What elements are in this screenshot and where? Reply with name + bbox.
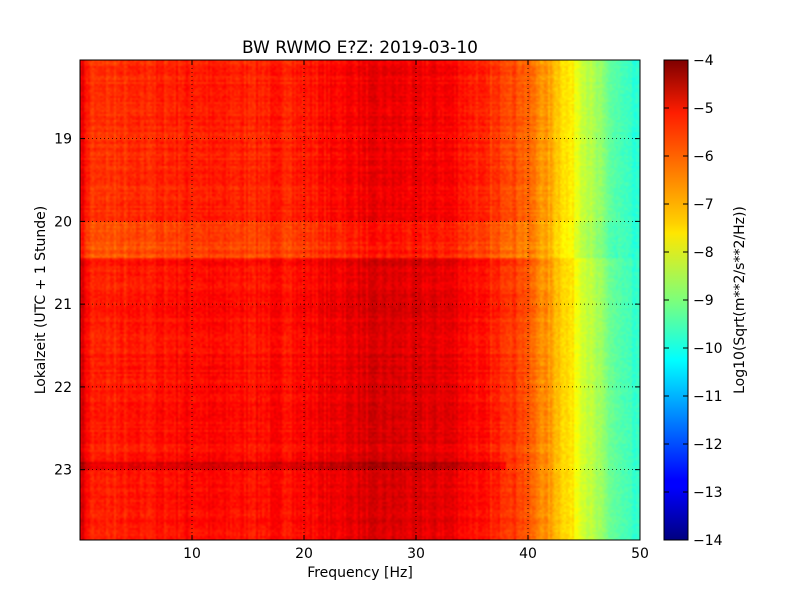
colorbar-tick-label: −14 bbox=[693, 533, 723, 549]
spectrogram-image bbox=[80, 60, 640, 540]
colorbar-tick-label: −13 bbox=[693, 485, 723, 501]
colorbar: −4 −5 −6 −7 −8 −9 −10 −11 −12 −13 −14 Log10(Sqrt(m… bbox=[663, 53, 748, 549]
x-tick-label: 20 bbox=[295, 546, 313, 562]
grid-lines bbox=[80, 60, 640, 540]
y-tick-label: 20 bbox=[54, 214, 72, 230]
colorbar-tick-label: −9 bbox=[693, 293, 714, 309]
y-axis-label: Lokalzeit (UTC + 1 Stunde) bbox=[33, 206, 49, 395]
colorbar-ticks: −4 −5 −6 −7 −8 −9 −10 −11 −12 −13 −14 bbox=[664, 53, 723, 549]
x-tick-label: 50 bbox=[631, 546, 649, 562]
colorbar-tick-label: −6 bbox=[693, 149, 714, 165]
x-tick-label: 30 bbox=[407, 546, 425, 562]
x-tick-label: 10 bbox=[183, 546, 201, 562]
x-axis-label: Frequency [Hz] bbox=[307, 565, 413, 581]
colorbar-tick-label: −10 bbox=[693, 341, 723, 357]
y-axis-ticks: 19 20 21 22 23 bbox=[54, 132, 640, 479]
chart-title: BW RWMO E?Z: 2019-03-10 bbox=[242, 38, 478, 58]
y-tick-label: 22 bbox=[54, 380, 72, 396]
plot-frame bbox=[79, 59, 641, 541]
y-tick-label: 23 bbox=[54, 463, 72, 479]
colorbar-label: Log10(Sqrt(m**2/s**2/Hz)) bbox=[732, 206, 748, 394]
y-tick-label: 21 bbox=[54, 297, 72, 313]
colorbar-tick-label: −11 bbox=[693, 389, 723, 405]
y-tick-label: 19 bbox=[54, 132, 72, 148]
colorbar-tick-label: −7 bbox=[693, 197, 714, 213]
plot-area: 10 20 30 40 50 19 20 21 22 23 bbox=[54, 59, 649, 562]
colorbar-tick-label: −5 bbox=[693, 101, 714, 117]
colorbar-tick-label: −12 bbox=[693, 437, 723, 453]
x-axis-ticks: 10 20 30 40 50 bbox=[183, 60, 649, 562]
colorbar-tick-label: −4 bbox=[693, 53, 714, 69]
x-tick-label: 40 bbox=[519, 546, 537, 562]
colorbar-tick-label: −8 bbox=[693, 245, 714, 261]
